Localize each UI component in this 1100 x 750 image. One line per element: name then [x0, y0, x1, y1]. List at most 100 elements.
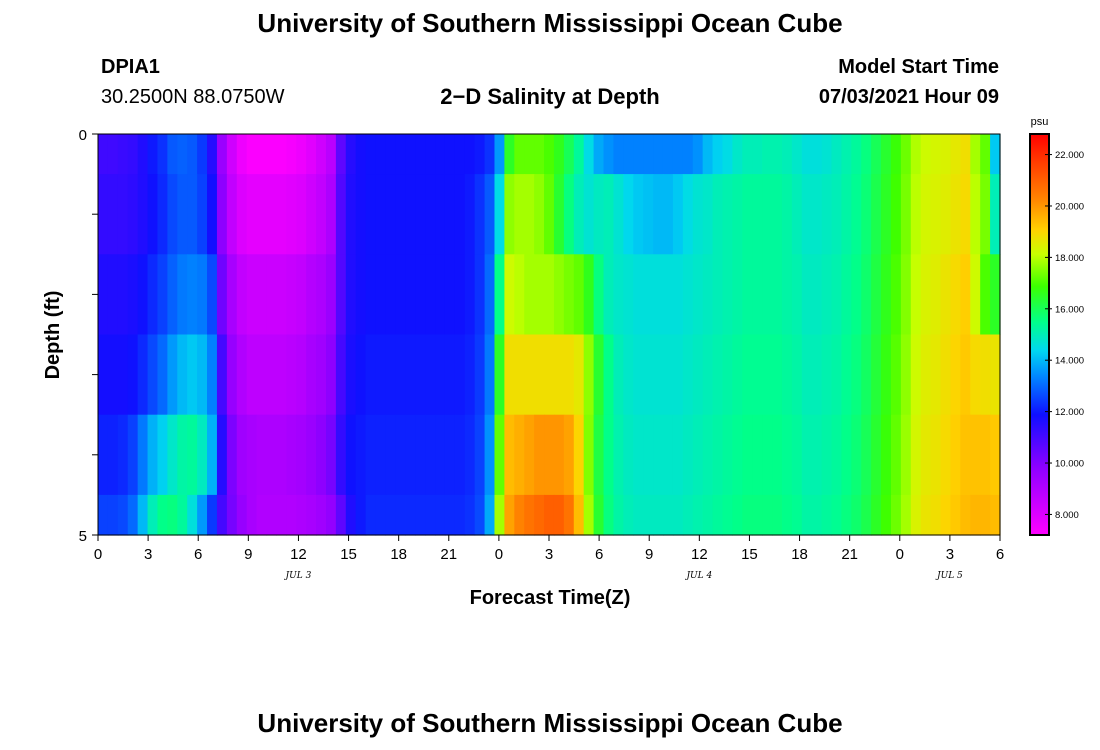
heatmap-cell	[682, 134, 694, 175]
heatmap-cell	[980, 414, 991, 496]
heatmap-cell	[147, 494, 159, 536]
heatmap-cell	[395, 414, 406, 496]
heatmap-cell	[534, 414, 545, 496]
heatmap-cell	[722, 334, 733, 416]
heatmap-cell	[395, 254, 406, 336]
heatmap-cell	[207, 254, 218, 336]
heatmap-cell	[682, 494, 694, 536]
heatmap-cell	[692, 414, 704, 496]
heatmap-cell	[583, 414, 595, 496]
heatmap-cell	[672, 334, 684, 416]
heatmap-cell	[603, 494, 615, 536]
heatmap-cell	[127, 174, 139, 255]
heatmap-cell	[335, 334, 347, 416]
heatmap-cell	[157, 254, 168, 336]
heatmap-cell	[484, 254, 496, 336]
heatmap-cell	[444, 414, 456, 496]
heatmap-cell	[335, 414, 347, 496]
heatmap-cell	[722, 254, 733, 336]
heatmap-cell	[573, 174, 585, 255]
heatmap-cell	[395, 334, 406, 416]
heatmap-cell	[643, 494, 654, 536]
heatmap-cell	[246, 134, 258, 175]
heatmap-cell	[653, 254, 664, 336]
heatmap-cell	[266, 334, 278, 416]
heatmap-cell	[643, 334, 654, 416]
heatmap-cell	[355, 494, 367, 536]
heatmap-cell	[682, 334, 694, 416]
heatmap-cell	[910, 414, 922, 496]
heatmap-cell	[791, 494, 803, 536]
heatmap-cell	[662, 414, 674, 496]
heatmap-cell	[692, 254, 704, 336]
heatmap-cell	[137, 334, 149, 416]
heatmap-cell	[781, 134, 793, 175]
x-axis: 0 3 6 9 12 15 18 21 0 3 6 9 12 15 18 21 0 3 6 JUL 3 JUL 4 JUL…	[94, 535, 1004, 581]
heatmap-cell	[583, 334, 595, 416]
heatmap-cell	[553, 414, 565, 496]
heatmap-cell	[355, 334, 367, 416]
heatmap-cell	[544, 334, 555, 416]
heatmap-cell	[524, 174, 535, 255]
heatmap-cell	[762, 254, 773, 336]
heatmap-cell	[514, 174, 525, 255]
heatmap-cell	[484, 334, 496, 416]
heatmap-cell	[345, 334, 357, 416]
heatmap-cell	[910, 254, 922, 336]
heatmap-cell	[871, 494, 882, 536]
heatmap-cell	[950, 414, 961, 496]
heatmap-cell	[623, 494, 634, 536]
heatmap-cell	[603, 254, 615, 336]
heatmap-cell	[177, 494, 188, 536]
heatmap-cell	[633, 174, 644, 255]
heatmap-cell	[216, 494, 228, 536]
station-location: 30.2500N 88.0750W	[101, 86, 285, 108]
heatmap-cell	[881, 414, 892, 496]
heatmap-cell	[335, 254, 347, 336]
heatmap-cell	[930, 134, 942, 175]
heatmap-cell	[861, 494, 872, 536]
colorbar-tick-label: 8.000	[1055, 510, 1079, 521]
heatmap-cell	[950, 134, 961, 175]
heatmap-cell	[742, 334, 753, 416]
heatmap-cell	[296, 254, 307, 336]
heatmap-cell	[207, 334, 218, 416]
heatmap-cell	[514, 254, 525, 336]
heatmap-cell	[494, 414, 505, 496]
heatmap-cell	[177, 414, 188, 496]
heatmap-cell	[117, 254, 129, 336]
heatmap-cell	[960, 494, 971, 536]
y-tick-label: 0	[79, 127, 87, 144]
heatmap-cell	[474, 414, 486, 496]
heatmap-cell	[712, 494, 724, 536]
heatmap-cell	[831, 174, 842, 255]
heatmap-cell	[425, 134, 436, 175]
heatmap-cell	[464, 254, 476, 336]
heatmap-cell	[940, 334, 952, 416]
heatmap-cell	[553, 494, 565, 536]
heatmap-cell	[980, 174, 991, 255]
heatmap-cell	[415, 334, 426, 416]
y-axis: 05	[79, 127, 98, 545]
heatmap-cell	[742, 414, 753, 496]
heatmap-cell	[266, 134, 278, 175]
heatmap-cell	[801, 334, 813, 416]
x-axis-label: Forecast Time(Z)	[470, 587, 631, 609]
heatmap-cell	[117, 414, 129, 496]
x-tick-label: 3	[144, 546, 152, 563]
colorbar-tick-label: 16.000	[1055, 304, 1084, 315]
heatmap-cell	[454, 254, 466, 336]
heatmap-cell	[117, 494, 129, 536]
heatmap-cell	[920, 134, 932, 175]
heatmap-cell	[762, 414, 773, 496]
heatmap-cell	[98, 414, 109, 496]
heatmap-cell	[682, 254, 694, 336]
heatmap-cell	[246, 174, 258, 255]
heatmap-cell	[553, 334, 565, 416]
heatmap-cell	[316, 134, 327, 175]
heatmap-cell	[395, 174, 406, 255]
heatmap-cell	[811, 494, 823, 536]
heatmap-cell	[633, 494, 644, 536]
heatmap-cell	[712, 174, 724, 255]
heatmap-cell	[306, 174, 317, 255]
